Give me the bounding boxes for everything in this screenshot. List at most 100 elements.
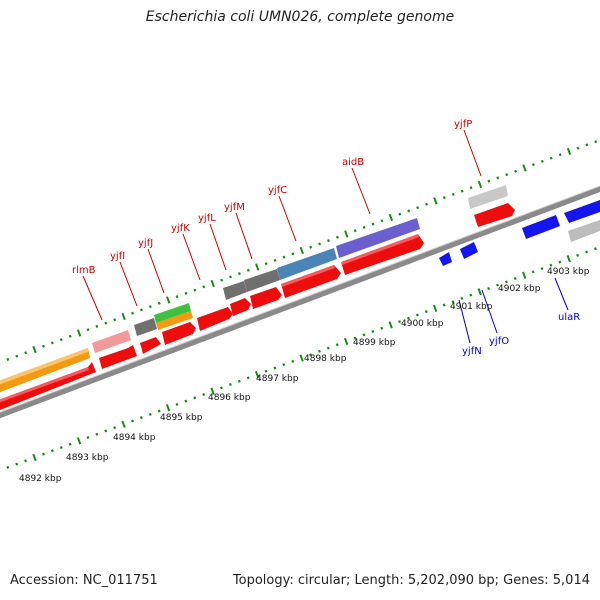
tick-mark [362, 333, 366, 337]
tick-mark [139, 416, 143, 420]
scale-label: 4895 kbp [160, 413, 203, 423]
tick-mark [237, 272, 241, 276]
tick-mark [104, 321, 108, 325]
tick-mark [362, 225, 366, 229]
tick-mark [166, 296, 171, 304]
tick-mark [131, 419, 134, 423]
cds-reverse [564, 200, 600, 223]
tick-mark [139, 308, 143, 312]
tick-mark [95, 432, 99, 436]
tick-mark [433, 304, 438, 312]
gene-label: yjfI [110, 251, 125, 262]
tick-mark [68, 334, 72, 338]
map-title: Escherichia coli UMN026, complete genome [145, 9, 455, 25]
tick-mark [184, 291, 188, 295]
cds-forward [140, 337, 161, 354]
tick-mark [282, 255, 286, 259]
tick-mark [505, 173, 509, 177]
tick-mark [415, 313, 419, 317]
tick-mark [246, 268, 250, 272]
tick-mark [86, 436, 90, 440]
tick-mark [424, 310, 428, 314]
tick-mark [593, 247, 597, 251]
tick-mark [148, 305, 152, 309]
feature-grey-1 [223, 281, 247, 300]
tick-mark [326, 346, 330, 350]
tick-mark [24, 351, 28, 355]
tick-mark [273, 258, 277, 262]
tick-mark [353, 336, 357, 340]
tick-mark [50, 341, 54, 345]
cds-forward [341, 234, 424, 275]
forward-gene-labels: rlmB yjfI yjfJ yjfK yjfL yjfM yjfC aidB … [72, 119, 472, 276]
gene-label: yjfL [198, 213, 216, 224]
tick-mark [131, 311, 134, 315]
tick-mark [148, 412, 152, 416]
tick-mark [433, 197, 438, 205]
tick-mark [254, 370, 260, 379]
tick-mark [576, 253, 580, 257]
tick-mark [318, 242, 322, 246]
tick-mark [59, 445, 63, 450]
tick-mark [407, 316, 410, 320]
feature-track-reverse [439, 200, 600, 266]
tick-mark [32, 345, 37, 354]
tick-mark [460, 189, 464, 193]
tick-mark [388, 321, 393, 329]
tick-mark [202, 392, 206, 396]
tick-mark [104, 429, 108, 433]
tick-mark [540, 267, 544, 271]
tick-mark [41, 452, 45, 456]
tick-mark [451, 300, 455, 304]
tick-mark [291, 359, 295, 363]
tick-mark [566, 147, 572, 156]
feature-slateblue [336, 218, 420, 258]
feature-pink [92, 330, 131, 353]
tick-mark [76, 437, 82, 445]
gene-label: rlmB [72, 265, 96, 276]
feature-lightgrey-2 [568, 220, 600, 242]
tick-mark [371, 330, 375, 334]
reverse-label-lines [458, 277, 569, 344]
tick-mark [451, 192, 455, 196]
tick-mark [585, 250, 588, 254]
tick-mark [549, 156, 553, 160]
scale-label: 4898 kbp [304, 354, 347, 364]
tick-mark [514, 169, 518, 173]
tick-mark [335, 343, 339, 347]
tick-mark [291, 252, 295, 256]
scale-label: 4892 kbp [19, 474, 62, 484]
outer-ticks-lower [0, 247, 597, 472]
tick-mark [157, 409, 161, 413]
scale-label: 4903 kbp [547, 267, 590, 277]
tick-mark [477, 180, 483, 189]
tick-mark [566, 255, 571, 263]
tick-mark [309, 353, 312, 357]
tick-mark [50, 449, 54, 453]
tick-mark [165, 404, 171, 412]
gene-label: aidB [342, 157, 364, 168]
gene-label: yjfM [224, 202, 245, 213]
tick-mark [469, 186, 473, 190]
tick-mark [86, 328, 90, 332]
tick-mark [210, 387, 215, 395]
tick-mark [327, 239, 330, 243]
gene-label: yjfN [462, 346, 482, 357]
feature-dark-grey [134, 318, 157, 336]
gene-label: yjfK [171, 223, 190, 234]
tick-mark [121, 312, 126, 321]
tick-mark [255, 263, 260, 271]
feature-forward-highlights [0, 234, 419, 403]
tick-mark [220, 386, 223, 390]
tick-mark [425, 202, 428, 206]
accession-text: Accession: NC_011751 [10, 573, 158, 588]
tick-mark [335, 235, 339, 239]
scale-labels: 4892 kbp 4893 kbp 4894 kbp 4895 kbp 4896… [19, 267, 590, 484]
tick-mark [531, 163, 535, 167]
tick-mark [540, 159, 544, 163]
cds-forward [250, 287, 282, 309]
tick-mark [317, 349, 321, 353]
tick-mark [68, 442, 72, 446]
tick-mark [157, 301, 161, 305]
